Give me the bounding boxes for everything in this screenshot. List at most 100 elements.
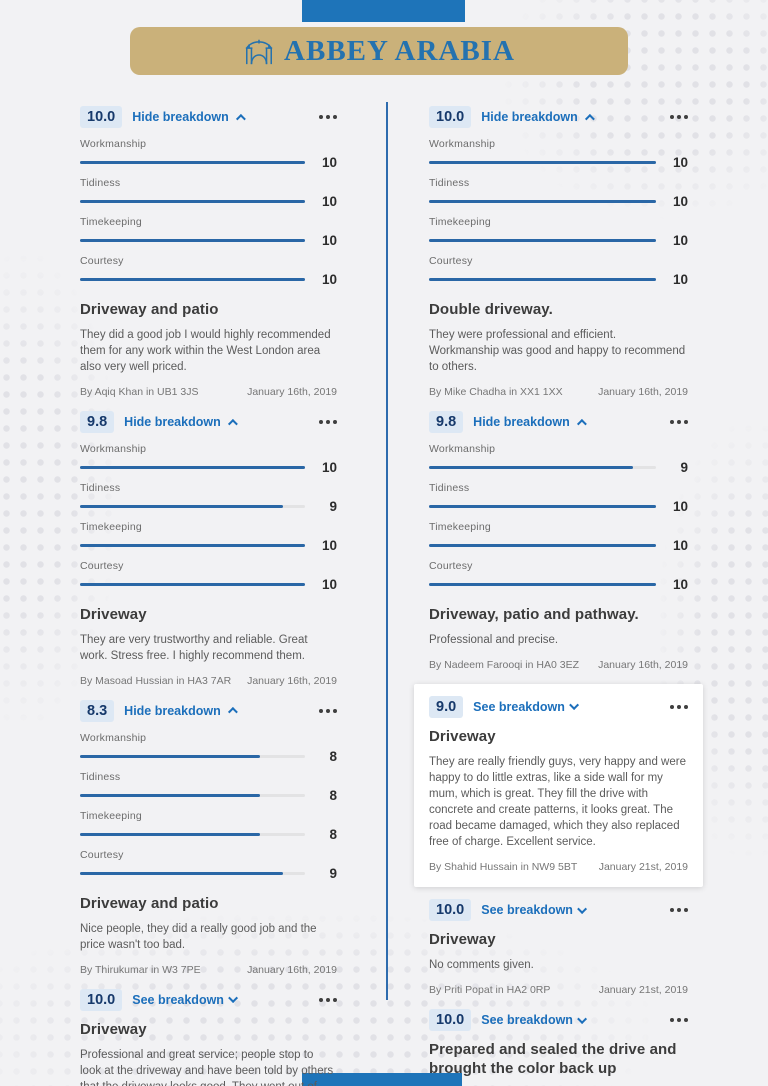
breakdown-category-label: Workmanship bbox=[80, 443, 147, 456]
breakdown-toggle[interactable]: See breakdown bbox=[132, 993, 238, 1007]
review-title: Driveway and patio bbox=[80, 301, 219, 318]
rating-value: 10 bbox=[321, 194, 337, 209]
rating-bar bbox=[429, 505, 656, 509]
review-author: By Mike Chadha in XX1 1XX bbox=[429, 386, 563, 399]
chevron-down-icon bbox=[569, 700, 579, 711]
top-accent-bar bbox=[302, 0, 465, 22]
breakdown-toggle[interactable]: Hide breakdown bbox=[124, 704, 238, 718]
review-meta: By Thirukumar in W3 7PE January 16th, 20… bbox=[80, 964, 337, 976]
breakdown-toggle[interactable]: Hide breakdown bbox=[124, 415, 238, 430]
breakdown-toggle-label: See breakdown bbox=[132, 992, 224, 1007]
review-author: By Priti Popat in HA2 0RP bbox=[429, 984, 551, 997]
breakdown-toggle[interactable]: See breakdown bbox=[481, 1013, 587, 1027]
reviews-column-left: 10.0 Hide breakdown Workmanship 10 Tidin… bbox=[80, 106, 337, 1086]
rating-bar bbox=[429, 544, 656, 548]
breakdown-panel: Workmanship 10 Tidiness 10 Timekeeping 1… bbox=[429, 138, 688, 287]
breakdown-category-label: Workmanship bbox=[429, 443, 496, 456]
breakdown-toggle-label: See breakdown bbox=[473, 699, 565, 714]
breakdown-toggle-label: See breakdown bbox=[481, 903, 573, 918]
score-badge: 10.0 bbox=[80, 988, 123, 1011]
breakdown-toggle-label: Hide breakdown bbox=[124, 415, 221, 430]
review-date: January 16th, 2019 bbox=[598, 386, 688, 399]
breakdown-category-label: Tidiness bbox=[80, 482, 121, 495]
breakdown-category-label: Courtesy bbox=[80, 560, 124, 573]
chevron-up-icon bbox=[227, 418, 238, 429]
review-author: By Aqiq Khan in UB1 3JS bbox=[80, 386, 199, 399]
card-header: 8.3 Hide breakdown bbox=[80, 699, 337, 722]
rating-value: 10 bbox=[321, 577, 337, 593]
more-options-icon[interactable] bbox=[670, 700, 688, 714]
more-options-icon[interactable] bbox=[670, 110, 688, 124]
review-body: They were professional and efficient. Wo… bbox=[429, 328, 686, 373]
review-date: January 16th, 2019 bbox=[247, 963, 337, 976]
review-author: By Masoad Hussian in HA3 7AR bbox=[80, 674, 232, 687]
breakdown-row: Timekeeping 10 bbox=[80, 521, 337, 553]
rating-bar bbox=[80, 200, 305, 203]
more-options-icon[interactable] bbox=[670, 1013, 688, 1027]
breakdown-panel: Workmanship 10 Tidiness 10 Timekeeping 1… bbox=[80, 138, 337, 287]
review-title: Driveway bbox=[80, 1020, 147, 1038]
review-title: Prepared and sealed the drive and brough… bbox=[429, 1041, 677, 1077]
breakdown-category-label: Timekeeping bbox=[80, 216, 142, 228]
breakdown-category-label: Tidiness bbox=[429, 177, 470, 189]
more-options-icon[interactable] bbox=[319, 110, 337, 124]
breakdown-toggle-label: See breakdown bbox=[481, 1013, 573, 1028]
breakdown-toggle[interactable]: Hide breakdown bbox=[473, 415, 587, 429]
rating-bar bbox=[80, 466, 305, 470]
breakdown-category-label: Workmanship bbox=[80, 138, 147, 150]
review-card: 9.8 Hide breakdown Workmanship 10 Tidine… bbox=[80, 411, 337, 687]
breakdown-row: Courtesy 10 bbox=[80, 255, 337, 287]
review-date: January 21st, 2019 bbox=[598, 984, 688, 997]
breakdown-toggle[interactable]: See breakdown bbox=[481, 903, 587, 917]
breakdown-toggle[interactable]: See breakdown bbox=[473, 700, 579, 714]
more-options-icon[interactable] bbox=[319, 704, 337, 718]
review-body: They are really friendly guys, very happ… bbox=[429, 755, 686, 849]
score-badge: 10.0 bbox=[429, 899, 472, 922]
review-body: They did a good job I would highly recom… bbox=[80, 328, 331, 373]
breakdown-row: Courtesy 10 bbox=[80, 560, 337, 592]
card-header: 10.0 Hide breakdown bbox=[429, 106, 688, 128]
rating-value: 10 bbox=[321, 155, 337, 170]
breakdown-category-label: Tidiness bbox=[429, 482, 470, 495]
breakdown-row: Timekeeping 8 bbox=[80, 810, 337, 842]
review-title: Driveway bbox=[429, 931, 496, 949]
breakdown-category-label: Courtesy bbox=[429, 255, 473, 267]
rating-bar bbox=[80, 505, 305, 509]
review-card: 10.0 See breakdown Driveway No comments … bbox=[429, 899, 688, 996]
breakdown-category-label: Workmanship bbox=[429, 138, 496, 150]
more-options-icon[interactable] bbox=[319, 993, 337, 1007]
rating-value: 10 bbox=[321, 233, 337, 248]
breakdown-row: Workmanship 10 bbox=[429, 138, 688, 170]
review-author: By Nadeem Farooqi in HA0 3EZ bbox=[429, 658, 579, 671]
breakdown-toggle-label: Hide breakdown bbox=[132, 110, 229, 124]
rating-value: 9 bbox=[329, 499, 337, 515]
score-badge: 8.3 bbox=[80, 699, 115, 722]
breakdown-row: Tidiness 10 bbox=[80, 177, 337, 209]
review-author: By Thirukumar in W3 7PE bbox=[80, 963, 201, 976]
more-options-icon[interactable] bbox=[670, 415, 688, 429]
breakdown-category-label: Courtesy bbox=[80, 255, 124, 267]
reviews-column-right: 10.0 Hide breakdown Workmanship 10 Tidin… bbox=[414, 106, 703, 1086]
review-body: No comments given. bbox=[429, 958, 534, 971]
breakdown-category-label: Courtesy bbox=[429, 560, 473, 573]
breakdown-row: Timekeeping 10 bbox=[429, 216, 688, 248]
more-options-icon[interactable] bbox=[319, 415, 337, 429]
review-date: January 16th, 2019 bbox=[598, 658, 688, 671]
chevron-down-icon bbox=[577, 1013, 587, 1024]
breakdown-toggle-label: Hide breakdown bbox=[481, 110, 578, 124]
score-badge: 10.0 bbox=[429, 106, 472, 128]
more-options-icon[interactable] bbox=[670, 903, 688, 917]
review-title: Driveway bbox=[80, 606, 147, 624]
breakdown-category-label: Timekeeping bbox=[429, 216, 491, 228]
breakdown-toggle[interactable]: Hide breakdown bbox=[132, 110, 246, 124]
score-badge: 10.0 bbox=[429, 1009, 472, 1032]
rating-bar bbox=[429, 161, 656, 164]
score-badge: 9.8 bbox=[429, 411, 464, 434]
review-date: January 21st, 2019 bbox=[598, 861, 688, 874]
column-divider bbox=[386, 102, 388, 1000]
breakdown-category-label: Tidiness bbox=[80, 770, 121, 783]
breakdown-toggle[interactable]: Hide breakdown bbox=[481, 110, 595, 124]
rating-bar bbox=[80, 832, 305, 836]
chevron-down-icon bbox=[577, 903, 587, 914]
review-date: January 16th, 2019 bbox=[247, 386, 337, 399]
